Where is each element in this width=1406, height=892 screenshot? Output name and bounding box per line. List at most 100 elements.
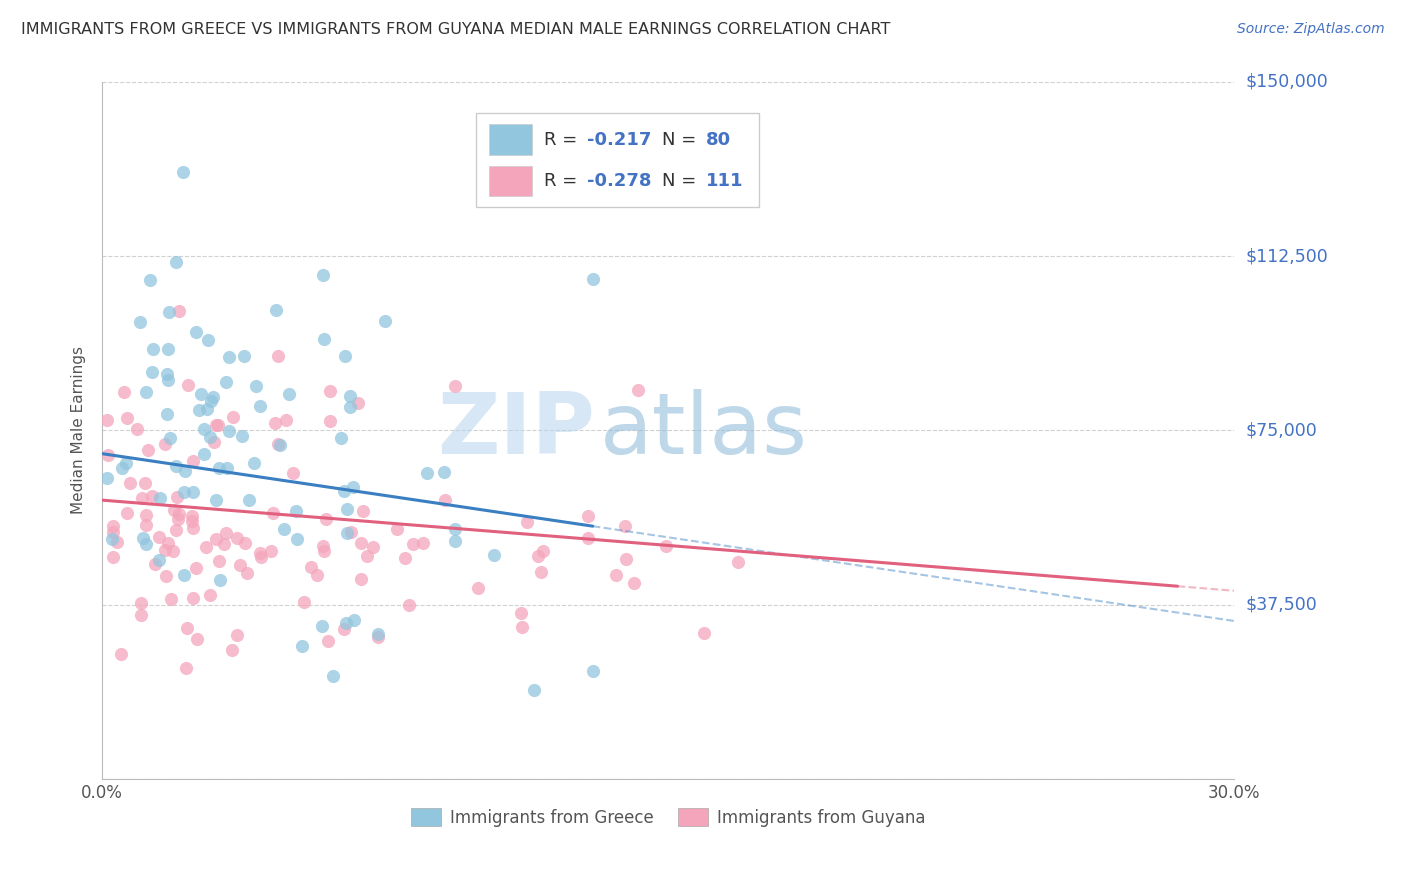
Point — [510, 620, 533, 634]
Point — [205, 532, 228, 546]
Point — [208, 573, 231, 587]
Point — [330, 431, 353, 445]
Point — [115, 506, 138, 520]
Point — [623, 575, 645, 590]
Point — [267, 436, 290, 450]
Point — [274, 413, 297, 427]
Text: $150,000: $150,000 — [1246, 73, 1329, 91]
Point — [181, 454, 204, 468]
Point — [101, 519, 124, 533]
Point — [165, 254, 187, 268]
Point — [322, 669, 344, 683]
Point — [336, 502, 359, 516]
Point — [193, 422, 215, 436]
Point — [627, 383, 650, 397]
Point — [176, 622, 198, 636]
Text: 111: 111 — [706, 172, 742, 190]
Point — [134, 475, 156, 490]
Point — [273, 522, 295, 536]
Point — [250, 549, 273, 564]
Point — [291, 639, 314, 653]
Point — [101, 532, 124, 546]
Point — [139, 273, 162, 287]
Text: $37,500: $37,500 — [1246, 596, 1317, 614]
Point — [284, 504, 307, 518]
Point — [112, 384, 135, 399]
Point — [166, 491, 188, 505]
Point — [582, 664, 605, 678]
Point — [249, 546, 271, 560]
Point — [115, 456, 138, 470]
Point — [201, 391, 224, 405]
Point — [181, 484, 204, 499]
Point — [692, 625, 714, 640]
Point — [582, 272, 605, 286]
Point — [208, 554, 231, 568]
Point — [311, 268, 333, 282]
Point — [347, 396, 370, 410]
Legend: Immigrants from Greece, Immigrants from Guyana: Immigrants from Greece, Immigrants from … — [405, 802, 932, 833]
Point — [125, 422, 148, 436]
Point — [101, 524, 124, 539]
Point — [530, 565, 553, 579]
Point — [233, 536, 256, 550]
Point — [343, 613, 366, 627]
Point — [335, 615, 357, 630]
Point — [398, 599, 420, 613]
Text: -0.278: -0.278 — [586, 172, 651, 190]
Point — [318, 384, 340, 399]
Point — [235, 566, 257, 580]
Point — [576, 531, 599, 545]
Point — [187, 403, 209, 417]
Point — [198, 429, 221, 443]
Point — [156, 536, 179, 550]
Point — [605, 568, 627, 582]
Point — [361, 540, 384, 554]
Point — [153, 543, 176, 558]
Point — [312, 543, 335, 558]
Point — [118, 476, 141, 491]
Point — [105, 535, 128, 549]
Point — [198, 588, 221, 602]
Point — [444, 522, 467, 536]
Point — [149, 491, 172, 506]
Point — [319, 414, 342, 428]
Point — [226, 628, 249, 642]
Point — [96, 470, 118, 484]
Point — [385, 522, 408, 536]
Text: -0.217: -0.217 — [586, 131, 651, 149]
Text: N =: N = — [662, 131, 703, 149]
Point — [167, 512, 190, 526]
Point — [352, 503, 374, 517]
Text: $112,500: $112,500 — [1246, 247, 1329, 265]
Text: 80: 80 — [706, 131, 731, 149]
Point — [267, 349, 290, 363]
Point — [416, 466, 439, 480]
Point — [318, 634, 340, 648]
Point — [339, 400, 361, 414]
FancyBboxPatch shape — [475, 113, 759, 208]
Point — [433, 492, 456, 507]
Point — [135, 536, 157, 550]
Point — [214, 375, 236, 389]
Point — [311, 619, 333, 633]
Point — [527, 549, 550, 563]
Point — [221, 642, 243, 657]
Point — [727, 555, 749, 569]
Point — [153, 437, 176, 451]
Point — [311, 539, 333, 553]
Point — [184, 326, 207, 340]
Point — [433, 465, 456, 479]
Point — [186, 561, 208, 575]
Point — [131, 491, 153, 506]
Point — [141, 365, 163, 379]
Point — [245, 379, 267, 393]
Point — [110, 461, 132, 475]
Point — [205, 493, 228, 508]
Point — [131, 596, 153, 610]
Point — [143, 557, 166, 571]
Point — [157, 373, 180, 387]
Point — [132, 531, 155, 545]
Point — [193, 447, 215, 461]
Point — [215, 460, 238, 475]
